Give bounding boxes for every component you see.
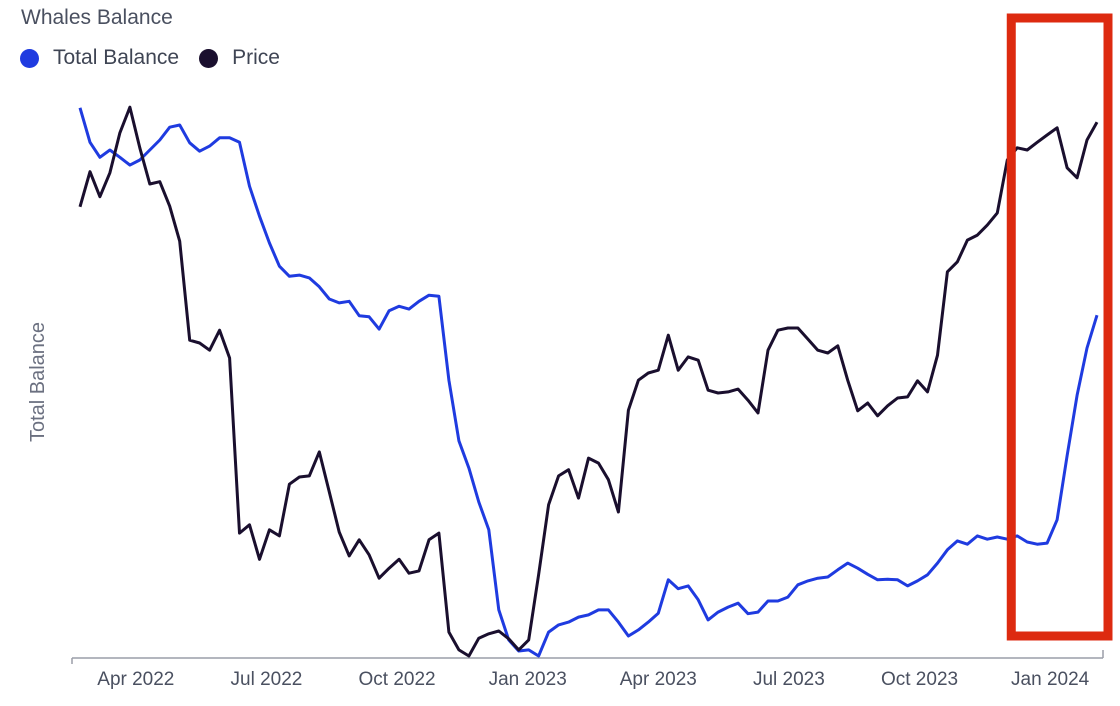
series-line-price bbox=[78, 105, 1099, 658]
legend: Total Balance Price bbox=[20, 46, 300, 70]
legend-marker bbox=[20, 48, 39, 68]
legend-marker bbox=[199, 48, 219, 68]
x-tick-label: Jan 2023 bbox=[489, 669, 567, 690]
legend-label: Price bbox=[232, 46, 280, 69]
series-line-total-balance bbox=[78, 107, 1099, 658]
legend-item-total-balance[interactable]: Total Balance bbox=[20, 46, 179, 70]
x-tick-label: Oct 2023 bbox=[881, 669, 958, 690]
chart-title: Whales Balance bbox=[21, 6, 173, 29]
x-tick-label: Jan 2024 bbox=[1011, 669, 1090, 690]
x-tick-label: Apr 2022 bbox=[97, 669, 174, 690]
legend-label: Total Balance bbox=[53, 46, 180, 69]
legend-item-price[interactable]: Price bbox=[199, 46, 280, 70]
x-tick-label: Oct 2022 bbox=[359, 669, 436, 690]
highlight-box bbox=[1006, 13, 1113, 641]
x-tick-label: Apr 2023 bbox=[620, 669, 697, 690]
x-tick-label: Jul 2022 bbox=[231, 669, 303, 690]
y-axis-label: Total Balance bbox=[27, 322, 49, 442]
x-tick-label: Jul 2023 bbox=[753, 669, 825, 690]
